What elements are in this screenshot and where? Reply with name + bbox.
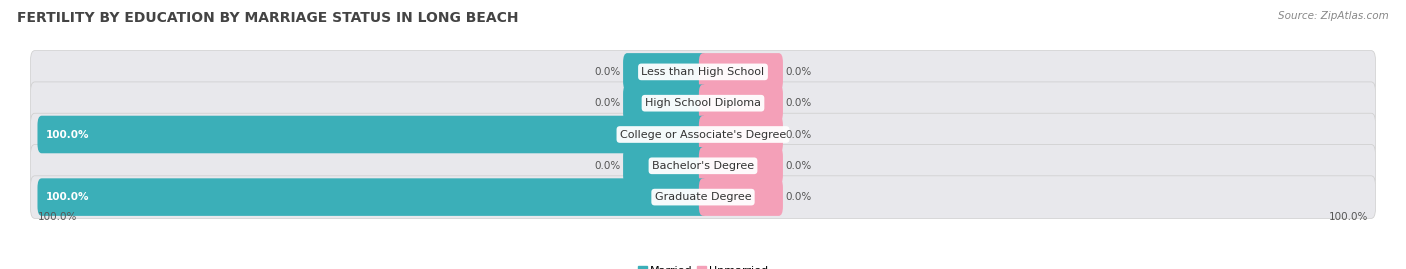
FancyBboxPatch shape — [699, 116, 783, 153]
Legend: Married, Unmarried: Married, Unmarried — [633, 261, 773, 269]
FancyBboxPatch shape — [623, 147, 707, 185]
Text: College or Associate's Degree: College or Associate's Degree — [620, 129, 786, 140]
Text: 100.0%: 100.0% — [1329, 213, 1368, 222]
FancyBboxPatch shape — [31, 82, 1375, 125]
FancyBboxPatch shape — [31, 144, 1375, 187]
Text: Bachelor's Degree: Bachelor's Degree — [652, 161, 754, 171]
Text: Less than High School: Less than High School — [641, 67, 765, 77]
FancyBboxPatch shape — [699, 178, 783, 216]
Text: 100.0%: 100.0% — [46, 192, 89, 202]
Text: 0.0%: 0.0% — [786, 98, 811, 108]
FancyBboxPatch shape — [31, 113, 1375, 156]
Text: 0.0%: 0.0% — [595, 161, 620, 171]
Text: 0.0%: 0.0% — [786, 67, 811, 77]
FancyBboxPatch shape — [623, 84, 707, 122]
Text: High School Diploma: High School Diploma — [645, 98, 761, 108]
Text: 0.0%: 0.0% — [786, 192, 811, 202]
Text: FERTILITY BY EDUCATION BY MARRIAGE STATUS IN LONG BEACH: FERTILITY BY EDUCATION BY MARRIAGE STATU… — [17, 11, 519, 25]
Text: 0.0%: 0.0% — [786, 129, 811, 140]
FancyBboxPatch shape — [623, 53, 707, 91]
FancyBboxPatch shape — [699, 84, 783, 122]
FancyBboxPatch shape — [699, 53, 783, 91]
Text: Source: ZipAtlas.com: Source: ZipAtlas.com — [1278, 11, 1389, 21]
FancyBboxPatch shape — [31, 51, 1375, 93]
Text: 100.0%: 100.0% — [38, 213, 77, 222]
Text: 0.0%: 0.0% — [786, 161, 811, 171]
Text: 0.0%: 0.0% — [595, 67, 620, 77]
Text: 100.0%: 100.0% — [46, 129, 89, 140]
FancyBboxPatch shape — [38, 116, 707, 153]
FancyBboxPatch shape — [699, 147, 783, 185]
FancyBboxPatch shape — [38, 178, 707, 216]
FancyBboxPatch shape — [31, 176, 1375, 218]
Text: Graduate Degree: Graduate Degree — [655, 192, 751, 202]
Text: 0.0%: 0.0% — [595, 98, 620, 108]
